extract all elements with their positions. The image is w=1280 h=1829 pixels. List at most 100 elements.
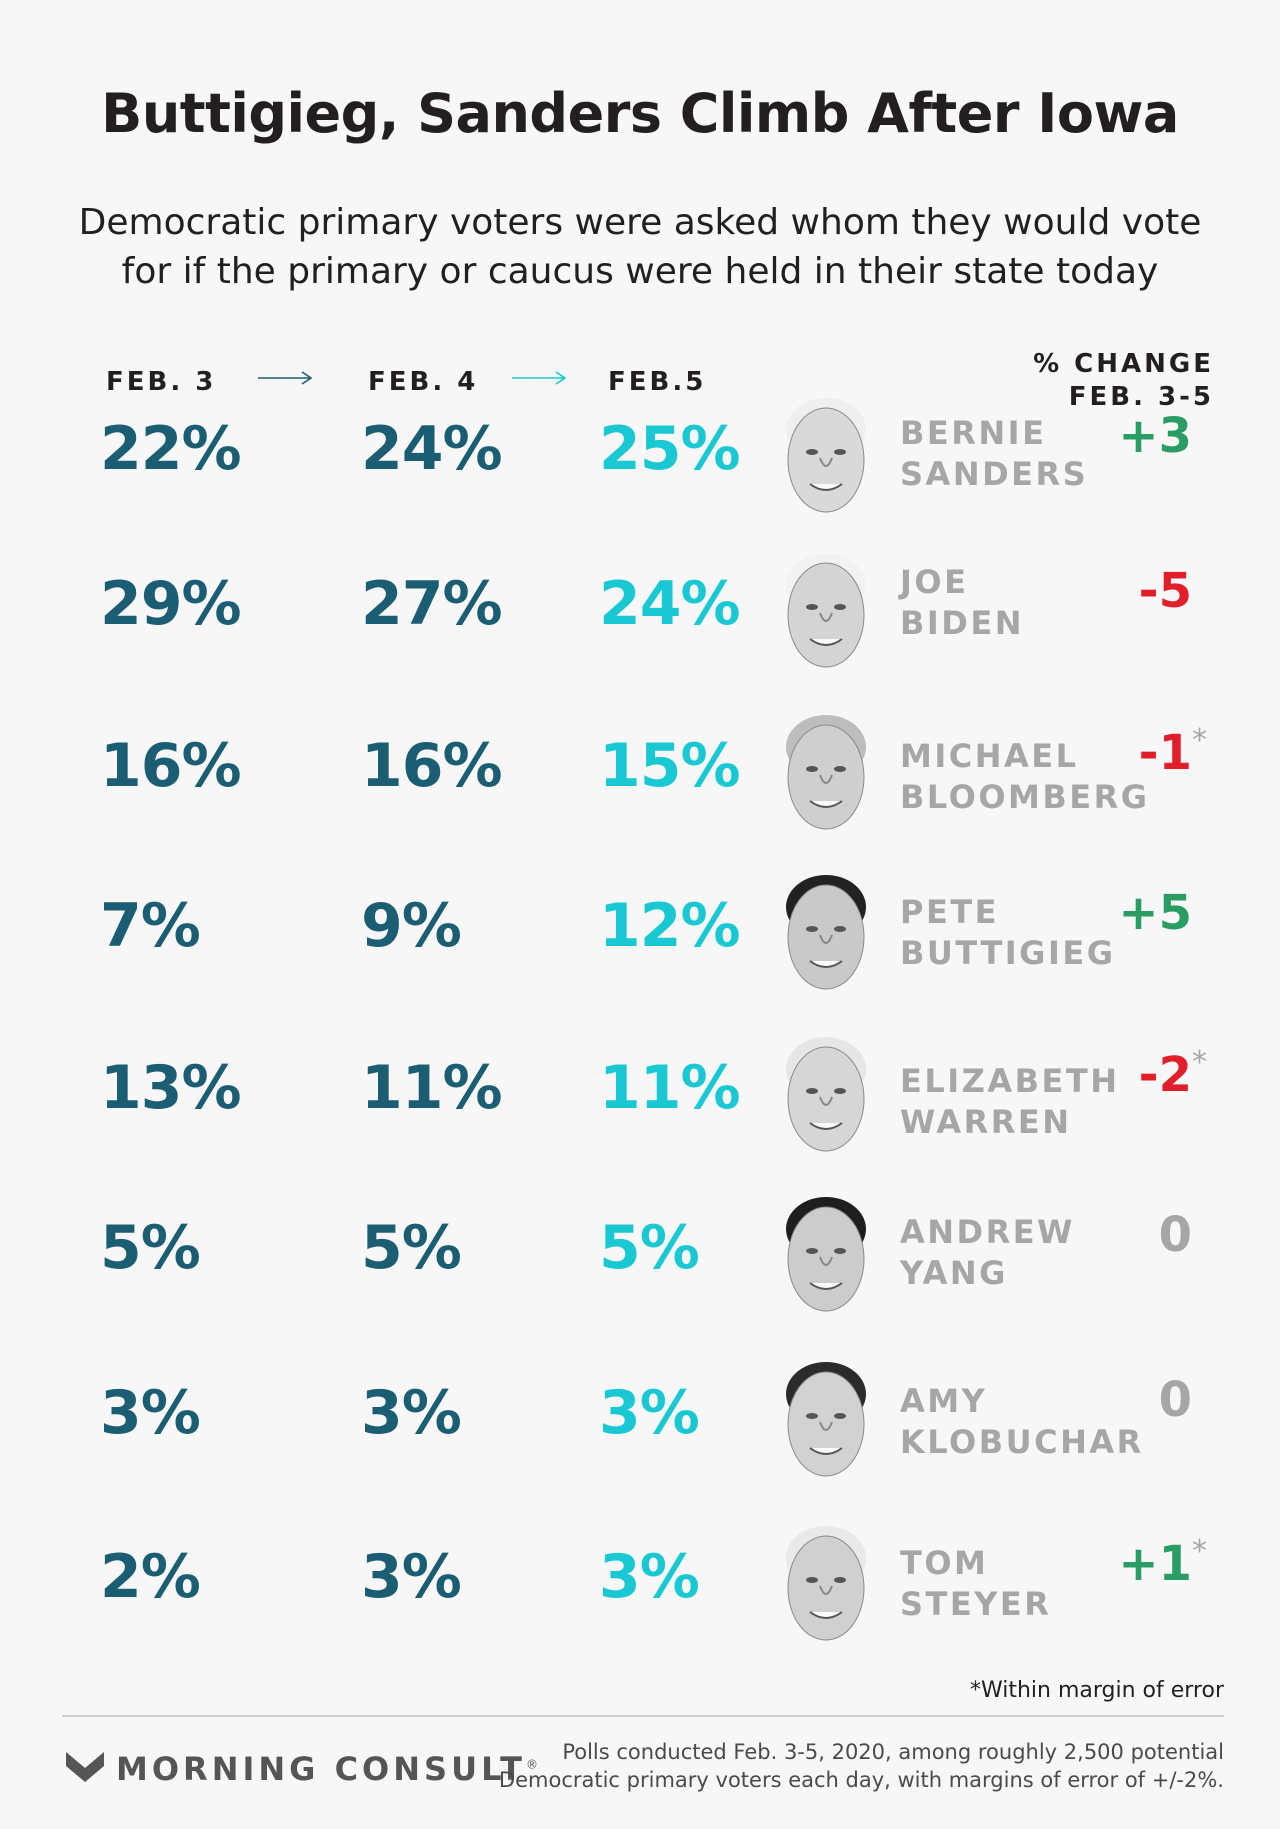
methodology-line1: Polls conducted Feb. 3-5, 2020, among ro… [562,1740,1224,1764]
change-header-line1: % CHANGE [1033,349,1214,379]
candidate-name: PETE BUTTIGIEG [900,892,1115,974]
candidate-row: 3% 3% 3% AMY KLOBUCHAR 0 [0,1358,1280,1518]
candidate-row: 7% 9% 12% PETE BUTTIGIEG +5 [0,871,1280,1031]
registered-mark: ® [525,1757,538,1772]
candidate-last-name: BLOOMBERG [900,778,1150,816]
margin-of-error-marker: * [1192,1045,1207,1080]
change-value: -2* [1100,1045,1220,1103]
candidate-row: 22% 24% 25% BERNIE SANDERS +3 [0,394,1280,554]
candidate-name: ANDREW YANG [900,1212,1075,1294]
methodology-note: Polls conducted Feb. 3-5, 2020, among ro… [499,1738,1224,1794]
change-number: -5 [1138,563,1192,619]
candidate-portrait-icon [786,875,866,990]
candidate-last-name: BUTTIGIEG [900,934,1116,972]
change-number: +1 [1118,1536,1192,1592]
brand-text: MORNING CONSULT [116,1750,526,1788]
candidate-first-name: BERNIE [900,414,1047,452]
change-value: -5 [1100,563,1220,619]
change-value: -1* [1100,723,1220,781]
candidate-last-name: KLOBUCHAR [900,1423,1144,1461]
value-feb5: 25% [599,414,741,484]
value-feb5: 15% [599,731,741,801]
candidate-portrait-icon [786,715,866,830]
methodology-line2: Democratic primary voters each day, with… [498,1768,1224,1792]
change-value: +5 [1100,885,1220,941]
value-feb5: 24% [599,569,741,639]
morning-consult-logo-icon [66,1752,104,1782]
value-feb4: 27% [361,569,503,639]
candidate-portrait-icon [786,1037,866,1152]
value-feb4: 3% [361,1378,462,1448]
candidate-portrait-icon [786,1362,866,1477]
value-feb4: 11% [361,1053,503,1123]
candidate-first-name: MICHAEL [900,737,1079,775]
candidate-first-name: ELIZABETH [900,1062,1120,1100]
candidate-row: 13% 11% 11% ELIZABETH WARREN -2* [0,1033,1280,1193]
change-header-line2: FEB. 3-5 [1068,382,1214,412]
candidate-name: BERNIE SANDERS [900,413,1088,495]
value-feb5: 12% [599,891,741,961]
candidate-name: TOM STEYER [900,1543,1051,1625]
candidate-row: 2% 3% 3% TOM STEYER +1* [0,1522,1280,1682]
candidate-first-name: PETE [900,893,999,931]
margin-of-error-marker: * [1192,1534,1207,1569]
value-feb4: 9% [361,891,462,961]
value-feb5: 5% [599,1213,700,1283]
value-feb3: 13% [100,1053,242,1123]
value-feb3: 5% [100,1213,201,1283]
candidate-first-name: TOM [900,1544,989,1582]
candidate-last-name: WARREN [900,1103,1072,1141]
value-feb3: 7% [100,891,201,961]
value-feb4: 16% [361,731,503,801]
candidate-last-name: YANG [900,1254,1008,1292]
candidate-row: 5% 5% 5% ANDREW YANG 0 [0,1193,1280,1353]
chart-title: Buttigieg, Sanders Climb After Iowa [101,82,1179,145]
column-header-feb5: FEB.5 [608,367,707,397]
footnote: *Within margin of error [969,1678,1224,1703]
value-feb5: 3% [599,1542,700,1612]
candidate-portrait-icon [786,398,866,513]
candidate-name: ELIZABETH WARREN [900,1061,1119,1143]
change-value: 0 [1100,1372,1220,1428]
candidate-name: MICHAEL BLOOMBERG [900,736,1150,818]
change-number: +3 [1118,408,1192,464]
brand-name: MORNING CONSULT® [116,1750,538,1788]
value-feb3: 29% [100,569,242,639]
candidate-last-name: SANDERS [900,455,1089,493]
value-feb4: 3% [361,1542,462,1612]
change-number: -1 [1138,725,1192,781]
candidate-portrait-icon [786,1197,866,1312]
change-number: 0 [1158,1372,1192,1428]
value-feb5: 11% [599,1053,741,1123]
change-number: +5 [1118,885,1192,941]
change-value: +1* [1100,1534,1220,1592]
arrow-right-icon [258,371,313,385]
change-value: 0 [1100,1207,1220,1263]
change-number: -2 [1138,1047,1192,1103]
candidate-name: AMY KLOBUCHAR [900,1381,1144,1463]
margin-of-error-marker: * [1192,723,1207,758]
candidate-first-name: AMY [900,1382,988,1420]
change-header: % CHANGE FEB. 3-5 [1033,348,1214,414]
candidate-portrait-icon [786,1526,866,1641]
value-feb5: 3% [599,1378,700,1448]
change-value: +3 [1100,408,1220,464]
arrow-right-icon [512,371,567,385]
column-header-feb3: FEB. 3 [106,367,217,397]
candidate-last-name: STEYER [900,1585,1052,1623]
divider [62,1715,1224,1717]
value-feb3: 2% [100,1542,201,1612]
candidate-last-name: BIDEN [900,604,1024,642]
change-number: 0 [1158,1207,1192,1263]
candidate-portrait-icon [786,553,866,668]
chart-subtitle: Democratic primary voters were asked who… [78,202,1202,292]
value-feb3: 16% [100,731,242,801]
column-header-feb4: FEB. 4 [368,367,479,397]
candidate-first-name: ANDREW [900,1213,1075,1251]
value-feb4: 24% [361,414,503,484]
candidate-name: JOE BIDEN [900,562,1024,644]
value-feb3: 22% [100,414,242,484]
candidate-row: 16% 16% 15% MICHAEL BLOOMBERG -1* [0,711,1280,871]
candidate-first-name: JOE [900,563,969,601]
candidate-row: 29% 27% 24% JOE BIDEN -5 [0,549,1280,709]
